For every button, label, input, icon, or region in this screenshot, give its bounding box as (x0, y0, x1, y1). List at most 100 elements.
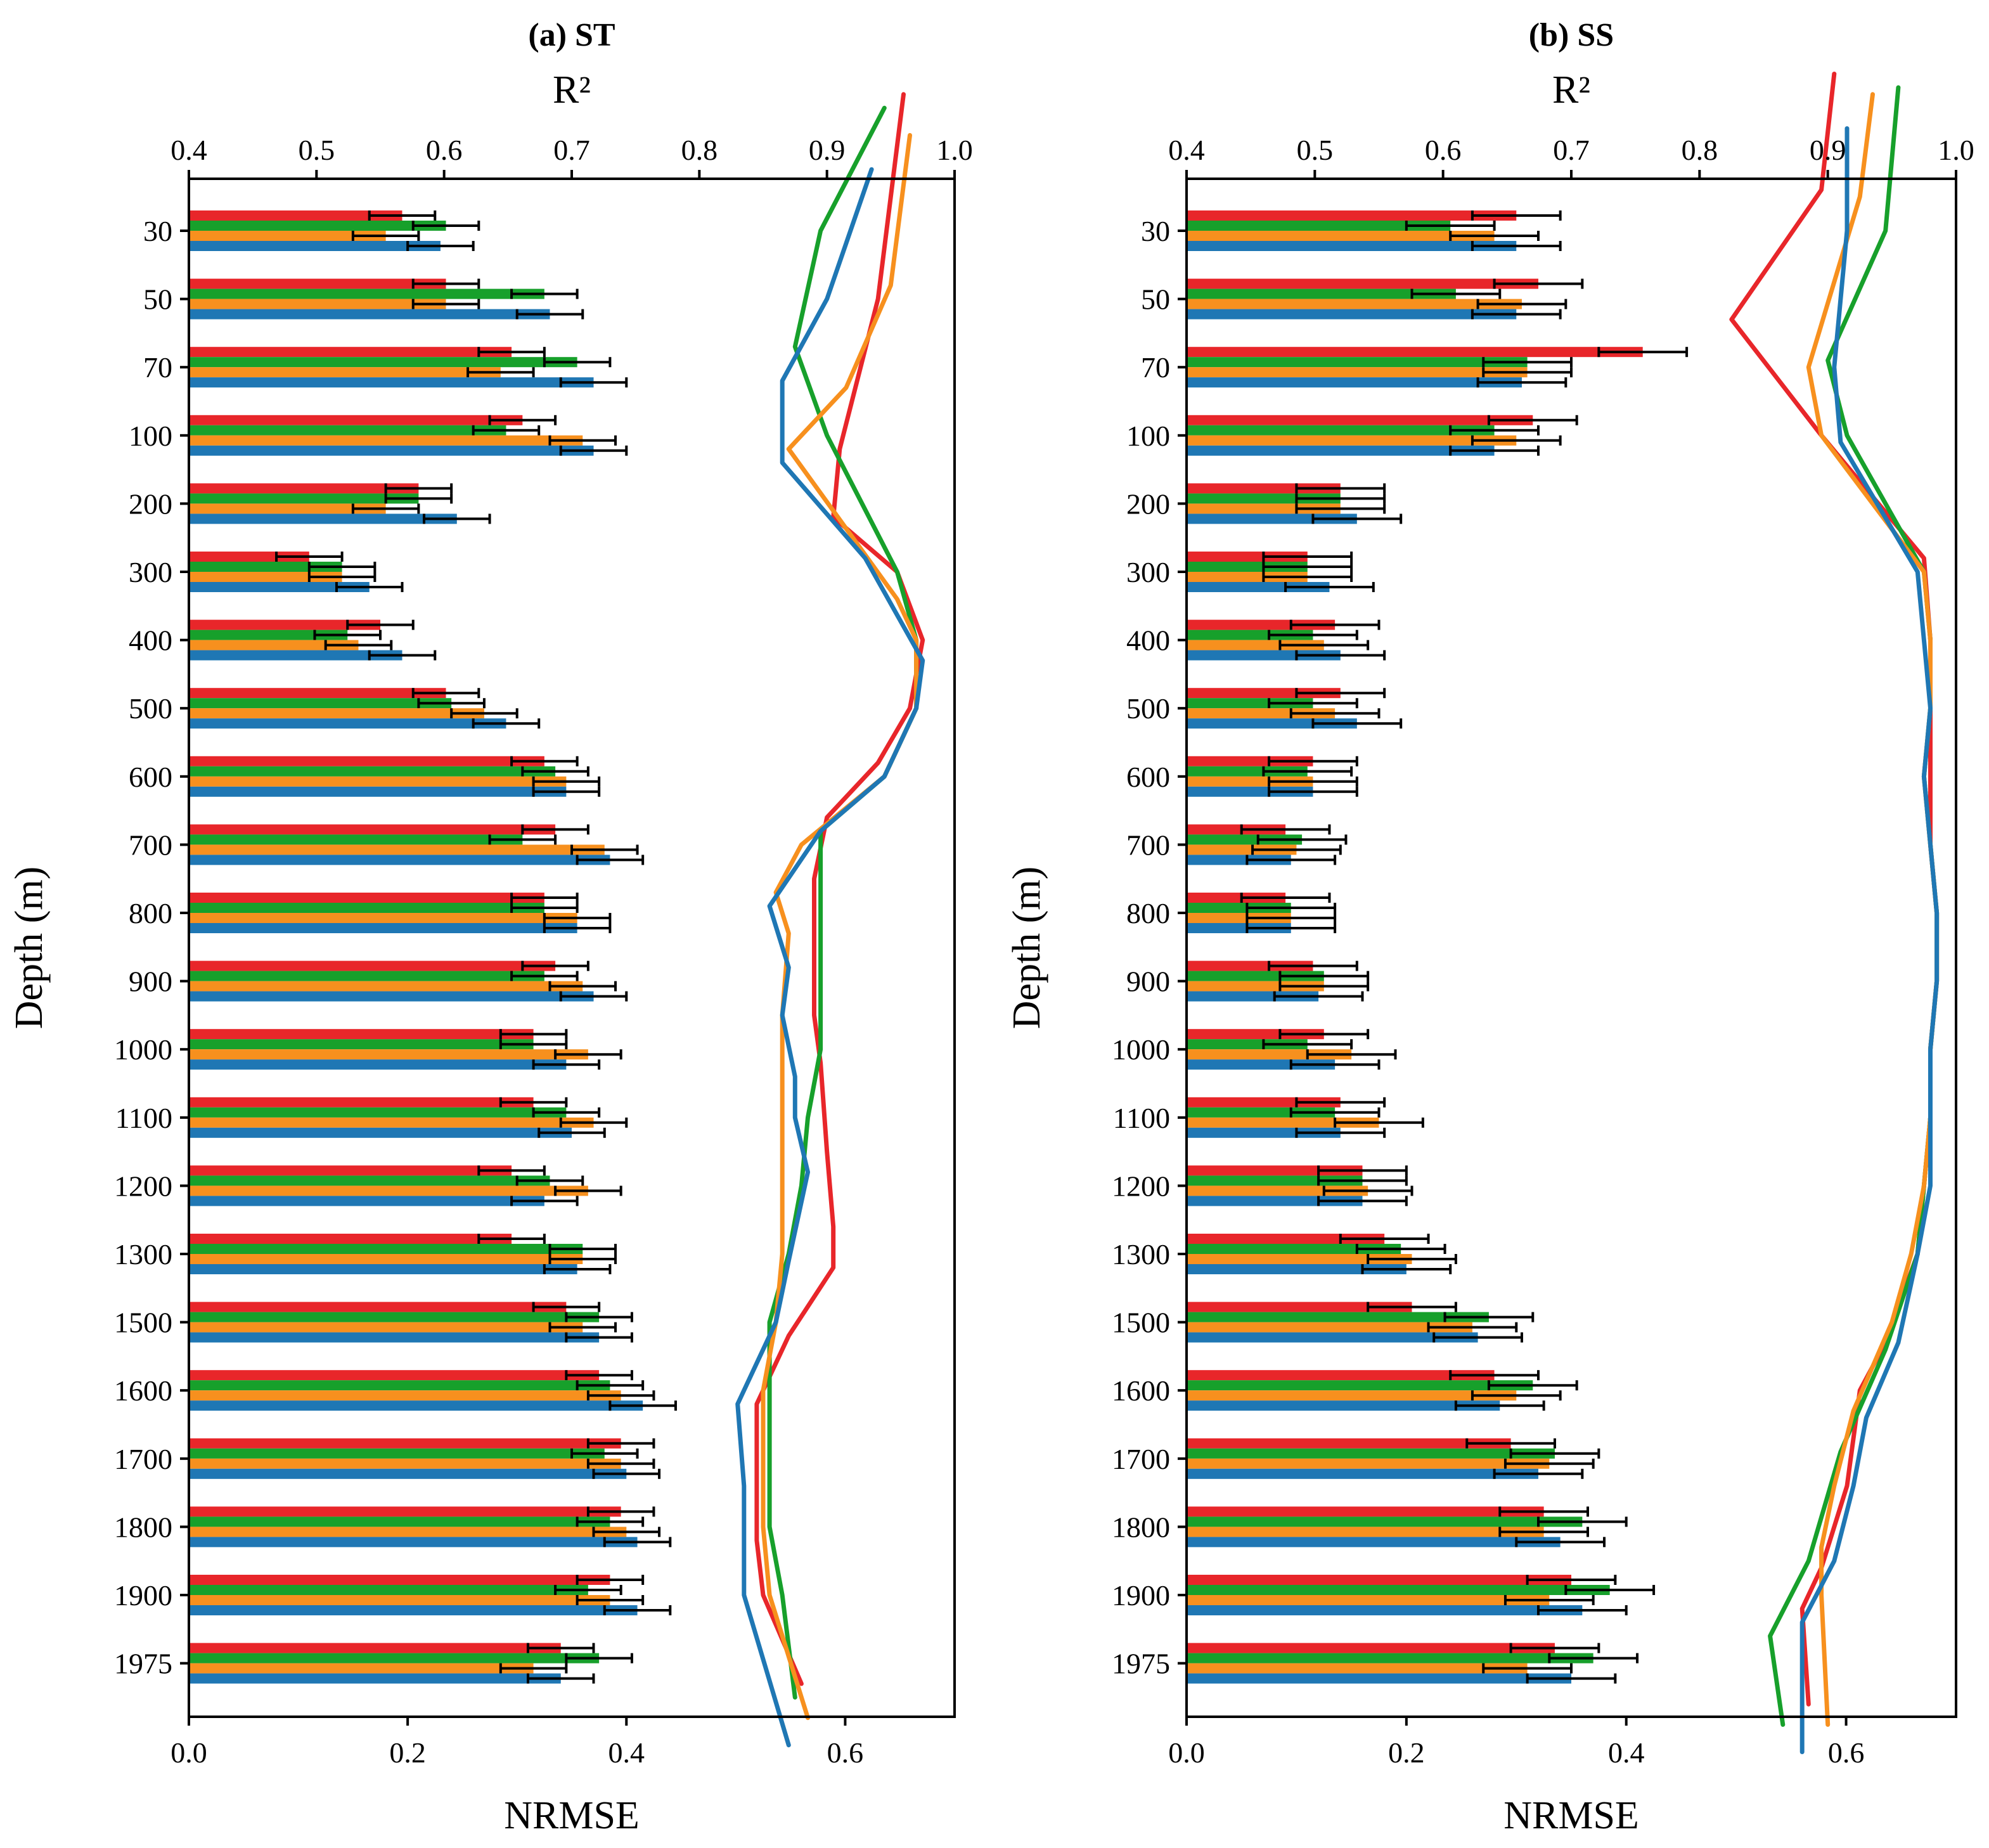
y-tick-label: 1200 (114, 1170, 172, 1202)
bar-red-500 (1187, 688, 1341, 699)
errorbar-green-1000 (1262, 1039, 1353, 1050)
errorbar-green-600 (521, 766, 589, 777)
bar-red-1100 (189, 1097, 534, 1108)
y-tick-label: 300 (1126, 556, 1170, 588)
errorbar-blue-1100 (537, 1127, 606, 1138)
bar-red-70 (1187, 347, 1643, 358)
bar-orange-1500 (189, 1322, 583, 1333)
bar-green-30 (189, 221, 446, 231)
errorbar-green-1100 (532, 1107, 601, 1118)
errorbar-red-1975 (1509, 1643, 1600, 1653)
errorbar-orange-1600 (586, 1390, 655, 1401)
errorbar-orange-700 (570, 844, 639, 855)
x2-tick-label: 0.9 (809, 134, 846, 166)
errorbar-red-500 (1295, 688, 1386, 699)
bar-green-1800 (189, 1516, 610, 1527)
bar-blue-1300 (189, 1264, 577, 1274)
bar-orange-1000 (1187, 1049, 1352, 1060)
bar-green-800 (1187, 903, 1291, 913)
bar-blue-1900 (189, 1605, 638, 1615)
errorbar-green-1600 (1487, 1380, 1578, 1391)
bar-orange-1900 (189, 1595, 610, 1605)
bar-green-700 (189, 834, 523, 845)
x-tick-label: 0.0 (171, 1736, 207, 1769)
errorbar-green-1700 (570, 1448, 639, 1459)
errorbar-orange-70 (467, 367, 535, 378)
bar-red-1700 (189, 1438, 621, 1449)
errorbar-blue-50 (1471, 309, 1562, 320)
errorbar-red-1800 (586, 1506, 655, 1517)
bar-orange-1200 (1187, 1186, 1368, 1196)
bar-blue-600 (189, 786, 567, 797)
bar-green-300 (189, 562, 342, 572)
errorbar-orange-1000 (554, 1049, 622, 1060)
r2-line-red (1729, 72, 1940, 1707)
errorbar-green-1975 (565, 1653, 633, 1664)
errorbar-red-1100 (499, 1097, 568, 1108)
errorbar-green-1200 (1317, 1175, 1408, 1186)
r2-line-blue (1799, 126, 1940, 1754)
y-tick-label: 1100 (115, 1102, 172, 1134)
bar-green-1900 (1187, 1585, 1610, 1595)
bar-orange-1000 (189, 1049, 588, 1060)
errorbar-green-900 (510, 971, 579, 981)
bar-orange-1300 (189, 1254, 583, 1264)
errorbar-blue-400 (368, 650, 437, 661)
bar-red-800 (1187, 893, 1286, 903)
r2-line-red (754, 92, 925, 1686)
errorbar-red-70 (1597, 347, 1689, 358)
errorbar-red-1000 (499, 1029, 568, 1040)
errorbar-orange-900 (1278, 981, 1370, 992)
bar-blue-1975 (1187, 1673, 1571, 1684)
errorbar-blue-200 (1311, 514, 1403, 524)
bar-blue-900 (1187, 991, 1319, 1002)
errorbar-blue-1200 (1317, 1196, 1408, 1206)
errorbar-orange-500 (450, 708, 518, 719)
bar-red-400 (189, 619, 380, 630)
bar-orange-600 (189, 776, 567, 787)
errorbar-orange-1800 (592, 1527, 661, 1537)
y-tick-label: 900 (129, 966, 172, 998)
bar-red-200 (189, 483, 419, 494)
errorbar-green-400 (1268, 630, 1358, 640)
bar-blue-30 (189, 241, 441, 251)
errorbar-red-600 (1268, 756, 1358, 766)
y-tick-label: 1800 (114, 1511, 172, 1543)
errorbar-blue-200 (423, 514, 491, 524)
bar-green-200 (1187, 493, 1341, 504)
bar-green-200 (189, 493, 419, 504)
y-tick-label: 1300 (114, 1238, 172, 1270)
bar-green-100 (189, 425, 506, 436)
bar-red-300 (189, 552, 309, 562)
errorbar-red-1100 (1295, 1097, 1386, 1108)
errorbar-blue-1500 (565, 1332, 633, 1343)
r2-line-blue (735, 167, 925, 1748)
errorbar-blue-1800 (603, 1537, 672, 1548)
panel-a: 0.0 0.2 0.4 0.6 0.4 0.5 0.6 0.7 0.8 0.9 1.0 30 50 70 1… (8, 17, 973, 1837)
x-tick-label: 0.4 (608, 1736, 645, 1769)
y-tick-label: 1500 (1112, 1307, 1170, 1339)
errorbar-blue-1900 (1536, 1605, 1628, 1615)
errorbar-red-500 (411, 688, 480, 699)
x-tick-label: 0.6 (1828, 1736, 1865, 1769)
errorbar-red-50 (1493, 278, 1584, 289)
bar-blue-100 (189, 445, 594, 456)
x-tick-label: 0.6 (827, 1736, 864, 1769)
bar-orange-100 (189, 435, 583, 446)
bar-red-30 (189, 210, 402, 221)
errorbar-green-300 (307, 562, 377, 572)
errorbar-orange-300 (307, 572, 377, 582)
errorbar-red-400 (346, 619, 415, 630)
bar-red-1200 (189, 1165, 512, 1176)
x2-tick-label: 0.6 (1425, 134, 1462, 166)
bar-blue-1700 (1187, 1468, 1538, 1479)
errorbar-blue-1000 (1289, 1059, 1381, 1070)
errorbar-orange-900 (548, 981, 617, 992)
y-tick-label: 800 (129, 897, 172, 929)
errorbar-blue-800 (1246, 923, 1337, 933)
x-axis-label: NRMSE (1503, 1794, 1639, 1837)
y-tick-label: 200 (129, 488, 172, 520)
bar-blue-100 (1187, 445, 1495, 456)
errorbar-red-30 (1471, 210, 1562, 221)
bar-blue-400 (189, 650, 402, 661)
